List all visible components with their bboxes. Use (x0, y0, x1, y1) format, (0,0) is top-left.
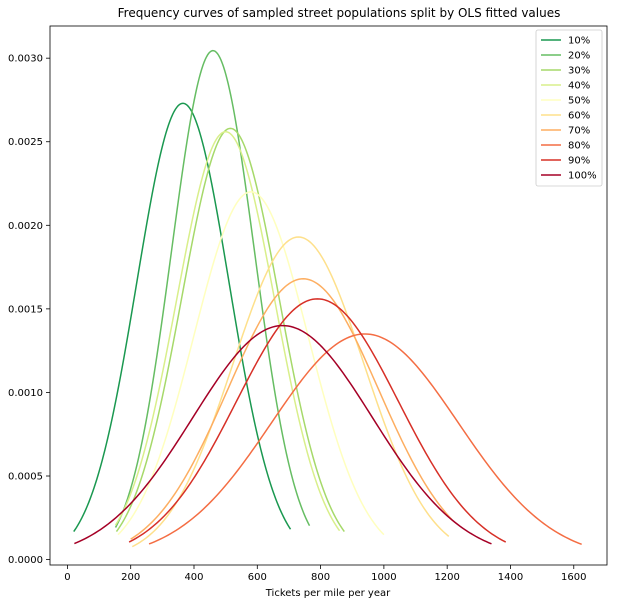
y-tick-label: 0.0015 (8, 304, 43, 315)
y-tick-label: 0.0005 (8, 472, 43, 483)
y-tick-label: 0.0010 (8, 388, 43, 399)
series-line-4 (114, 130, 341, 532)
x-tick-label: 1200 (434, 572, 459, 583)
legend-entry-label: 90% (568, 156, 590, 167)
legend-entry-label: 80% (568, 141, 590, 152)
y-tick-label: 0.0020 (8, 221, 43, 232)
series-line-7 (130, 278, 453, 540)
series-line-3 (115, 127, 345, 532)
x-tick-label: 1600 (561, 572, 586, 583)
series-line-5 (117, 191, 385, 536)
y-tick-label: 0.0025 (8, 137, 43, 148)
x-tick-label: 200 (121, 572, 140, 583)
legend-entry-label: 40% (568, 81, 590, 92)
x-tick-label: 1000 (371, 572, 396, 583)
legend-box (535, 29, 603, 187)
legend-entry-label: 10% (568, 36, 590, 47)
legend-entry-label: 100% (568, 171, 597, 182)
x-tick-label: 600 (248, 572, 267, 583)
x-tick-label: 0 (64, 572, 70, 583)
x-axis-label: Tickets per mile per year (265, 588, 391, 599)
legend-entry-label: 30% (568, 66, 590, 77)
legend-entry-label: 50% (568, 96, 590, 107)
series-lines (73, 49, 582, 548)
series-line-9 (128, 298, 507, 543)
legend: 10% 20% 30% 40% 50% 60% 70% 80% 90% 100% (535, 29, 603, 187)
chart-title: Frequency curves of sampled street popul… (118, 6, 561, 20)
legend-entry-label: 70% (568, 126, 590, 137)
series-line-2 (114, 49, 311, 528)
series-line-8 (148, 333, 582, 546)
x-tick-label: 400 (184, 572, 203, 583)
x-tick-label: 1400 (498, 572, 523, 583)
y-tick-label: 0.0030 (8, 54, 43, 65)
x-axis: 0 200 400 600 800 1000 1200 1400 1600 (64, 565, 586, 583)
legend-entry-label: 60% (568, 111, 590, 122)
y-tick-label: 0.0000 (8, 555, 43, 566)
y-axis: 0.0000 0.0005 0.0010 0.0015 0.0020 0.0025 0.00… (8, 54, 50, 566)
plot-area-frame (49, 25, 608, 566)
series-line-1 (73, 102, 292, 533)
x-tick-label: 800 (311, 572, 330, 583)
series-line-10 (74, 324, 492, 545)
legend-entry-label: 20% (568, 51, 590, 62)
